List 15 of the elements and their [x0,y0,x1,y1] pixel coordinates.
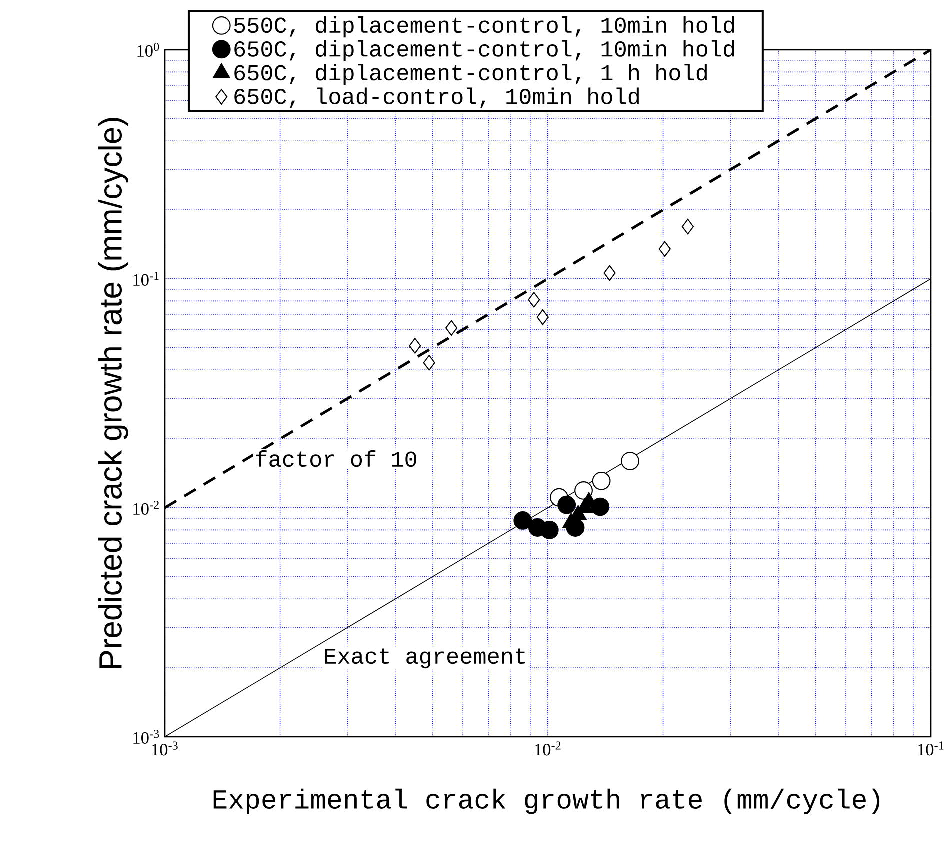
x-tick-label: 10$^{-2}$ [535,742,561,756]
legend-label: 650C, diplacement-control, 1 h hold [234,64,707,86]
x-axis-title: Experimental crack growth rate (mm/cycle) [214,788,880,814]
y-tick-label: 10$^{-1}$ [134,272,159,286]
y-axis-title: Predicted crack growth rate (mm/cycle) [98,118,128,668]
y-tick-label: 10$^{-2}$ [134,501,159,516]
x-tick-label: 10$^{-3}$ [152,742,178,756]
x-tick-label: 10$^{-1}$ [918,742,944,756]
legend-label: 650C, load-control, 10min hold [234,88,639,108]
y-tick-label: 10$^{-3}$ [134,730,160,744]
legend-label: 550C, diplacement-control, 10min hold [234,16,734,38]
legend-label: 650C, diplacement-control, 10min hold [234,40,734,62]
annotation: factor of 10 [256,450,416,468]
annotation: Exact agreement [325,648,526,669]
y-tick-label: 10$^{0}$ [138,42,160,58]
